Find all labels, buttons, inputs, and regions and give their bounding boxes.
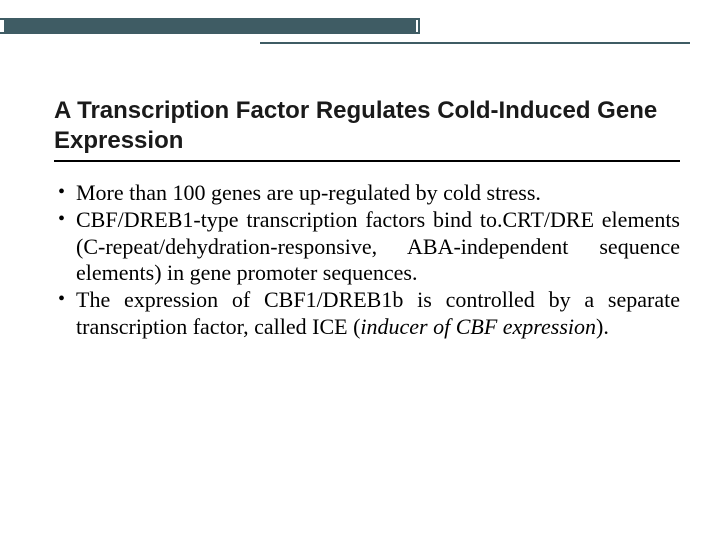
below-line bbox=[260, 42, 690, 44]
top-rule-inner bbox=[4, 20, 416, 32]
bullet-item: CBF/DREB1-type transcription factors bin… bbox=[54, 207, 680, 287]
bullet-list: More than 100 genes are up-regulated by … bbox=[54, 180, 680, 341]
title-underline bbox=[54, 160, 680, 162]
slide-title: A Transcription Factor Regulates Cold-In… bbox=[54, 96, 680, 156]
bullet-item: More than 100 genes are up-regulated by … bbox=[54, 180, 680, 207]
bullet-item: The expression of CBF1/DREB1b is control… bbox=[54, 287, 680, 341]
slide-content: A Transcription Factor Regulates Cold-In… bbox=[54, 96, 680, 341]
